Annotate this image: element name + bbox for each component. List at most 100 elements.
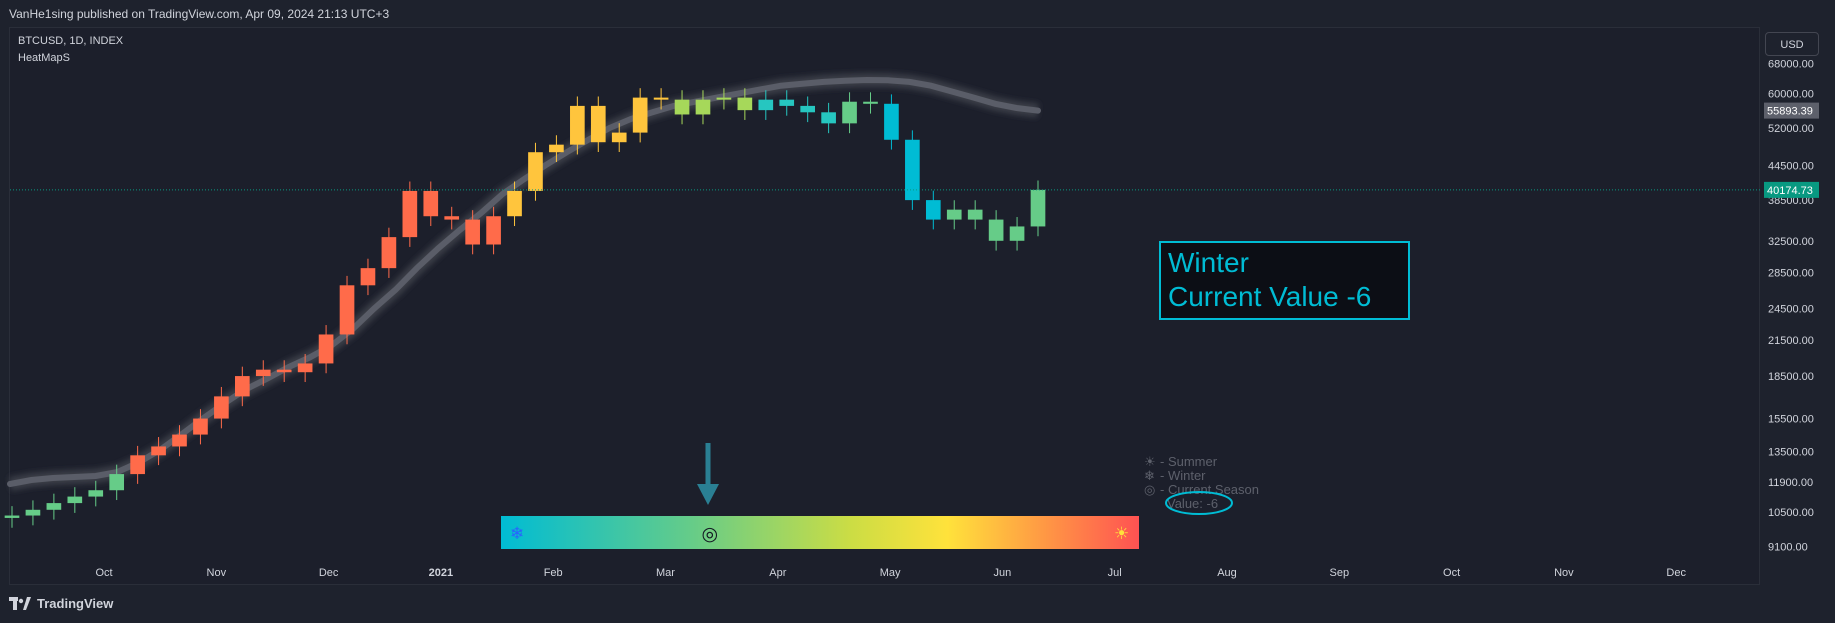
candle-body (423, 190, 439, 217)
price-tick-label: 28500.00 (1768, 267, 1814, 279)
candle-body (653, 97, 669, 100)
currency-button[interactable]: USD (1765, 32, 1819, 56)
candle-body (758, 99, 774, 111)
sun-icon: ☀ (1144, 454, 1156, 469)
price-tick-label: 15500.00 (1768, 414, 1814, 426)
published-line: VanHe1sing published on TradingView.com,… (9, 7, 390, 21)
candle-body (381, 237, 397, 269)
candle-body (151, 446, 166, 456)
price-tick-label: 9100.00 (1768, 541, 1808, 553)
candle-body (779, 99, 795, 106)
ma-price-tag (1764, 102, 1819, 119)
time-tick-label: Mar (656, 567, 675, 579)
candle-body (674, 99, 690, 115)
candle-body (255, 369, 271, 377)
time-tick-label: Jul (1108, 567, 1122, 579)
season-legend-winter: - Winter (1160, 468, 1206, 483)
price-tick-label: 10500.00 (1768, 507, 1814, 519)
candle-body (988, 219, 1004, 241)
ma-line (7, 76, 1041, 487)
price-tick-label: 32500.00 (1768, 236, 1814, 248)
season-info-box: Winter Current Value -6 (1159, 241, 1410, 320)
candle-body (507, 190, 522, 217)
candles (4, 88, 1046, 528)
candle-body (234, 376, 250, 397)
time-tick-label: Oct (95, 567, 112, 579)
candle-body (402, 190, 418, 238)
time-tick-label: Apr (769, 567, 786, 579)
footer (0, 592, 1835, 623)
time-tick-label: 2021 (429, 567, 453, 579)
time-axis[interactable]: Oct Nov Dec 2021 Feb Mar Apr May Jun Jul Aug Sep Oct… (95, 567, 1686, 579)
down-arrow-icon (697, 443, 719, 505)
candle-body (821, 112, 836, 124)
candle-body (863, 101, 878, 104)
candle-body (4, 515, 20, 518)
price-tick-label: 11900.00 (1768, 477, 1813, 489)
moving-average (7, 72, 1041, 491)
time-tick-label: May (880, 567, 901, 579)
candle-body (905, 139, 920, 201)
candle-body (276, 369, 292, 373)
spiral-icon: ◎ (1144, 482, 1155, 497)
candle-body (444, 216, 460, 220)
value-label: Value: -6 (1167, 496, 1218, 511)
candle-body (109, 474, 125, 491)
candle-body (193, 418, 208, 435)
price-tick-label: 68000.00 (1768, 59, 1814, 71)
candle-body (1030, 189, 1046, 227)
price-tick-label: 60000.00 (1768, 89, 1814, 101)
indicator-name[interactable]: HeatMapS (18, 52, 70, 64)
candle-body (632, 97, 648, 133)
time-tick-label: Nov (1554, 567, 1574, 579)
candle-body (925, 200, 941, 220)
brand-name: TradingView (37, 596, 114, 611)
snowflake-icon: ❄ (1144, 468, 1155, 483)
candle-body (130, 455, 145, 475)
candle-body (1009, 226, 1025, 241)
time-tick-label: Dec (1666, 567, 1686, 579)
candle-body (842, 101, 857, 124)
candle-body (570, 105, 585, 145)
heat-scale-snowflake-icon: ❄ (510, 524, 524, 544)
brand-logo[interactable]: TradingView (9, 596, 113, 611)
candle-body (297, 363, 313, 373)
time-tick-label: Feb (544, 567, 563, 579)
ma-glow (8, 72, 1039, 491)
candle-body (695, 99, 711, 115)
candle-body (46, 503, 62, 510)
price-tick-label: 18500.00 (1768, 371, 1814, 383)
candle-body (967, 209, 983, 220)
candle-body (528, 152, 543, 191)
time-tick-label: Sep (1330, 567, 1350, 579)
ma-price-label: 55893.39 (1767, 106, 1813, 118)
price-chart[interactable]: 68000.00 60000.00 52000.00 44500.00 38500.00… (0, 0, 1835, 592)
season-legend: ☀ - Summer ❄ - Winter ◎ - Current Season… (1144, 454, 1259, 511)
candle-body (884, 103, 899, 140)
candle-body (465, 219, 480, 245)
tradingview-logo-icon (9, 596, 31, 610)
price-tick-label: 21500.00 (1768, 335, 1814, 347)
symbol-line[interactable]: BTCUSD, 1D, INDEX (18, 35, 124, 47)
time-tick-label: Jun (994, 567, 1012, 579)
heat-scale: ❄ ☀ ◎ (501, 516, 1139, 549)
price-axis[interactable]: 68000.00 60000.00 52000.00 44500.00 38500.00… (1764, 59, 1819, 554)
chart-legend[interactable]: BTCUSD, 1D, INDEX HeatMapS (18, 33, 123, 67)
value-highlight-ellipse (1165, 491, 1233, 515)
candle-body (67, 496, 83, 504)
price-tick-label: 24500.00 (1768, 304, 1814, 316)
heat-scale-sun-icon: ☀ (1114, 524, 1129, 544)
candle-body (339, 285, 355, 335)
candle-body (800, 105, 816, 113)
candle-body (88, 490, 104, 497)
time-tick-label: Aug (1217, 567, 1237, 579)
candle-body (486, 216, 501, 245)
candle-body (172, 434, 187, 447)
candle-body (25, 509, 41, 516)
candle-body (318, 334, 334, 364)
price-tick-label: 52000.00 (1768, 123, 1814, 135)
candle-body (360, 268, 376, 286)
price-tick-label: 44500.00 (1768, 160, 1814, 172)
candle-body (716, 97, 732, 100)
candle-body (611, 132, 627, 143)
